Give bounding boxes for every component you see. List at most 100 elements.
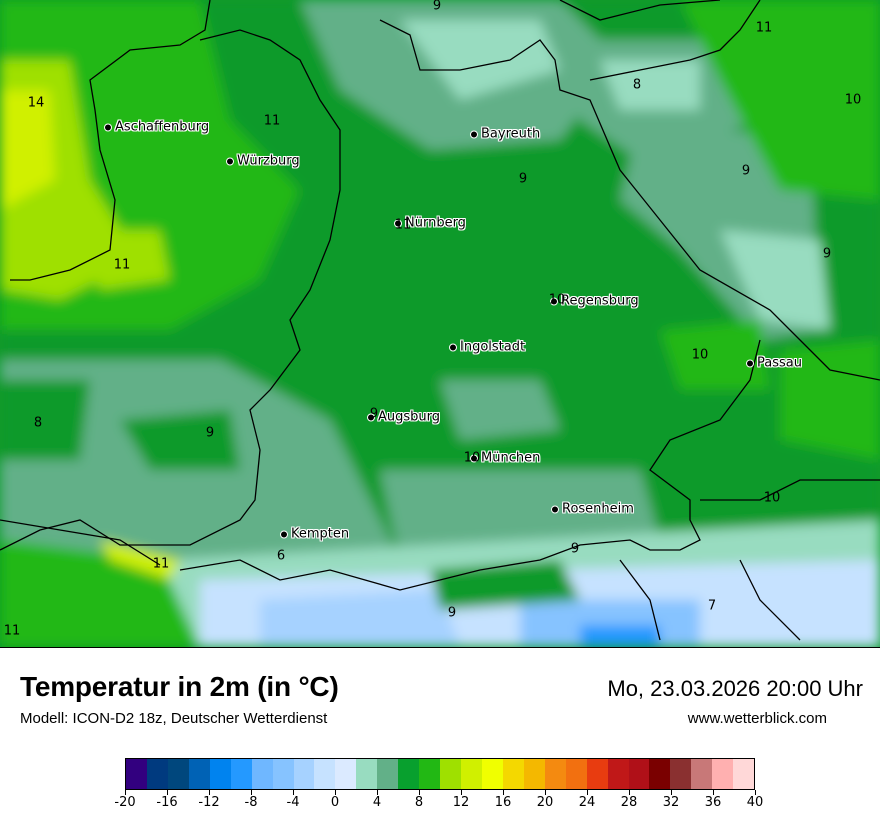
colorbar-bin xyxy=(335,759,357,789)
colorbar-bin xyxy=(461,759,482,789)
tick-label: -12 xyxy=(198,795,220,810)
city-dot-icon xyxy=(394,219,402,227)
temp-value: 8 xyxy=(33,415,43,431)
colorbar-bin xyxy=(251,759,273,789)
tick-mark xyxy=(250,790,252,795)
city-dot-icon xyxy=(226,157,234,165)
temp-value: 9 xyxy=(822,246,832,262)
city-dot-icon xyxy=(470,130,478,138)
city-rosenheim: Rosenheim xyxy=(551,502,634,517)
city-bayreuth: Bayreuth xyxy=(470,127,540,142)
colorbar-bin xyxy=(356,759,378,789)
colorbar-bin xyxy=(230,759,252,789)
colorbar-ticks: -20 -16 -12 -8 -4 0 4 8 12 16 20 24 28 32 36 40 xyxy=(114,790,763,820)
temp-value: 11 xyxy=(263,113,281,129)
forecast-datetime: Mo, 23.03.2026 20:00 Uhr xyxy=(607,676,863,701)
colorbar-bin xyxy=(586,759,608,789)
colorbar-bin xyxy=(398,759,420,789)
temp-value: 7 xyxy=(707,598,717,614)
temp-value: 10 xyxy=(763,490,781,506)
tick-label: -4 xyxy=(286,795,300,810)
city-regensburg: Regensburg xyxy=(550,294,639,309)
temp-value: 9 xyxy=(570,541,580,557)
tick-mark xyxy=(460,790,462,795)
tick-label: 4 xyxy=(372,795,382,810)
tick-mark xyxy=(376,790,378,795)
colorbar-bin xyxy=(649,759,671,789)
city-nuernberg: Nürnberg xyxy=(394,216,466,231)
tick-label: 32 xyxy=(662,795,680,810)
temp-value: 9 xyxy=(447,605,457,621)
temp-value: 6 xyxy=(276,548,286,564)
temp-value: 11 xyxy=(152,556,170,572)
tick-mark xyxy=(334,790,336,795)
temp-value: 11 xyxy=(394,217,412,233)
tick-label: -8 xyxy=(244,795,258,810)
tick-label: 40 xyxy=(746,795,764,810)
city-dot-icon xyxy=(746,359,754,367)
colorbar-bin xyxy=(565,759,587,789)
temp-value: 10 xyxy=(548,292,566,308)
colorbar-bin xyxy=(146,759,168,789)
city-dot-icon xyxy=(551,505,559,513)
city-muenchen: München xyxy=(470,451,540,466)
temp-value: 9 xyxy=(432,0,442,14)
map-field xyxy=(0,0,880,647)
colorbar-bin xyxy=(188,759,210,789)
tick-label: 0 xyxy=(330,795,340,810)
tick-mark xyxy=(124,790,126,795)
city-dot-icon xyxy=(449,343,457,351)
city-dot-icon xyxy=(550,297,558,305)
colorbar-bin xyxy=(314,759,336,789)
temp-value: 9 xyxy=(741,163,751,179)
map-title: Temperatur in 2m (in °C) xyxy=(20,671,339,702)
temp-value: 9 xyxy=(518,171,528,187)
colorbar-bin xyxy=(628,759,650,789)
tick-mark xyxy=(586,790,588,795)
city-wuerzburg: Würzburg xyxy=(226,154,300,169)
tick-mark xyxy=(628,790,630,795)
city-passau: Passau xyxy=(746,356,802,371)
temp-value: 10 xyxy=(463,450,481,466)
colorbar-bin xyxy=(607,759,629,789)
tick-label: 16 xyxy=(494,795,512,810)
city-dot-icon xyxy=(104,123,112,131)
colorbar-bin xyxy=(377,759,399,789)
temp-value: 10 xyxy=(691,347,709,363)
city-dot-icon xyxy=(367,413,375,421)
colorbar-bin xyxy=(209,759,231,789)
tick-mark xyxy=(208,790,210,795)
tick-label: 36 xyxy=(704,795,722,810)
colorbar-bin xyxy=(712,759,734,789)
tick-mark xyxy=(544,790,546,795)
temp-value: 14 xyxy=(27,95,45,111)
city-kempten: Kempten xyxy=(280,527,349,542)
city-augsburg: Augsburg xyxy=(367,410,440,425)
city-dot-icon xyxy=(470,454,478,462)
colorbar xyxy=(125,758,755,790)
temp-value: 10 xyxy=(844,92,862,108)
colorbar-bin xyxy=(167,759,189,789)
colorbar-bin xyxy=(502,759,524,789)
colorbar-bin xyxy=(523,759,545,789)
colorbar-bin xyxy=(670,759,692,789)
colorbar-bin xyxy=(481,759,503,789)
temp-value: 9 xyxy=(369,406,379,422)
website-link[interactable]: www.wetterblick.com xyxy=(687,710,827,727)
model-subtitle: Modell: ICON-D2 18z, Deutscher Wetterdie… xyxy=(20,710,328,727)
tick-label: -20 xyxy=(114,795,136,810)
colorbar-bin xyxy=(293,759,315,789)
colorbar-bin xyxy=(440,759,461,789)
city-ingolstadt: Ingolstadt xyxy=(449,340,525,355)
colorbar-bin xyxy=(544,759,566,789)
city-aschaffenburg: Aschaffenburg xyxy=(104,120,209,135)
tick-mark xyxy=(418,790,420,795)
tick-mark xyxy=(670,790,672,795)
colorbar-bin xyxy=(272,759,294,789)
city-dot-icon xyxy=(280,530,288,538)
temperature-map: Aschaffenburg Würzburg Bayreuth Nürnberg… xyxy=(0,0,880,648)
tick-label: 12 xyxy=(452,795,470,810)
temp-value: 11 xyxy=(3,623,21,639)
tick-mark xyxy=(502,790,504,795)
colorbar-bin xyxy=(419,759,441,789)
